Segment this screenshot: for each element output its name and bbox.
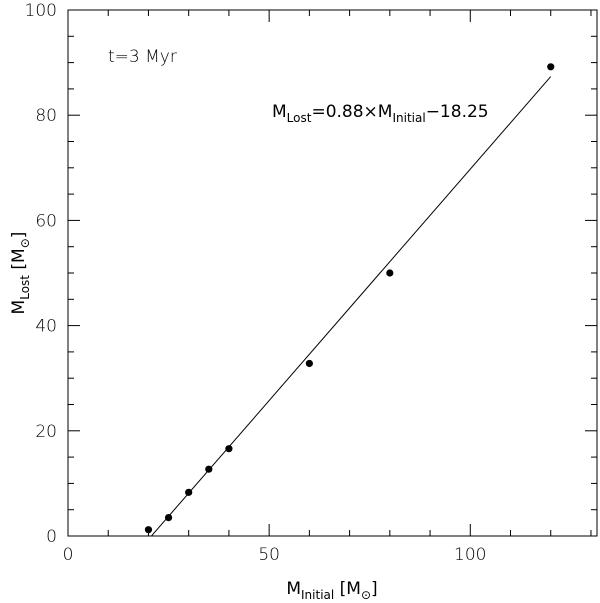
- fit-equation-tail: −18.25: [426, 102, 489, 122]
- x-axis-title-unit-sym: ⊙: [361, 588, 371, 602]
- y-tick-label: 100: [25, 1, 57, 21]
- x-axis-title-sub: Initial: [301, 588, 334, 602]
- y-axis-title-unit-close: ]: [9, 232, 29, 239]
- x-axis-title-unit-open: [M: [334, 579, 361, 599]
- data-point: [164, 513, 173, 522]
- data-point: [305, 359, 313, 368]
- data-point: [205, 465, 213, 473]
- x-axis-title-main: M: [286, 579, 301, 599]
- y-tick-label: 80: [35, 106, 57, 126]
- y-axis-ticks: 0 20 40 60 80 100: [25, 1, 597, 547]
- x-tick-label: 0: [63, 545, 74, 565]
- data-point: [386, 269, 394, 277]
- fit-equation: MLost=0.88×MInitial−18.25: [272, 102, 489, 125]
- y-tick-label: 40: [35, 317, 57, 337]
- data-point: [225, 445, 233, 453]
- data-point: [547, 63, 555, 71]
- fit-equation-lhs-sub: Lost: [287, 111, 312, 125]
- y-axis-title-unit-sym: ⊙: [18, 238, 32, 248]
- x-tick-label: 100: [454, 545, 486, 565]
- x-tick-label: 50: [258, 545, 280, 565]
- time-annotation: t=3 Myr: [108, 47, 177, 67]
- y-axis-title-main: M: [9, 300, 29, 315]
- data-point: [185, 488, 193, 496]
- y-tick-label: 0: [46, 527, 57, 547]
- data-point: [144, 526, 153, 534]
- x-axis-ticks: 0 50 100: [63, 10, 592, 565]
- x-axis-title: MInitial [M⊙]: [286, 579, 377, 602]
- fit-line: [150, 76, 552, 537]
- data-points: [144, 63, 555, 534]
- x-axis-title-unit-close: ]: [371, 579, 378, 599]
- fit-equation-mid: =0.88×M: [311, 102, 392, 122]
- y-axis-title-unit-open: [M: [9, 248, 29, 275]
- y-axis-title-sub: Lost: [18, 275, 32, 300]
- y-axis-title: MLost [M⊙]: [9, 232, 32, 315]
- plot-frame: [67, 9, 598, 537]
- y-tick-label: 60: [35, 211, 57, 231]
- y-tick-label: 20: [35, 422, 57, 442]
- fit-equation-rhs-sub: Initial: [392, 111, 425, 125]
- fit-equation-lhs: M: [272, 102, 287, 122]
